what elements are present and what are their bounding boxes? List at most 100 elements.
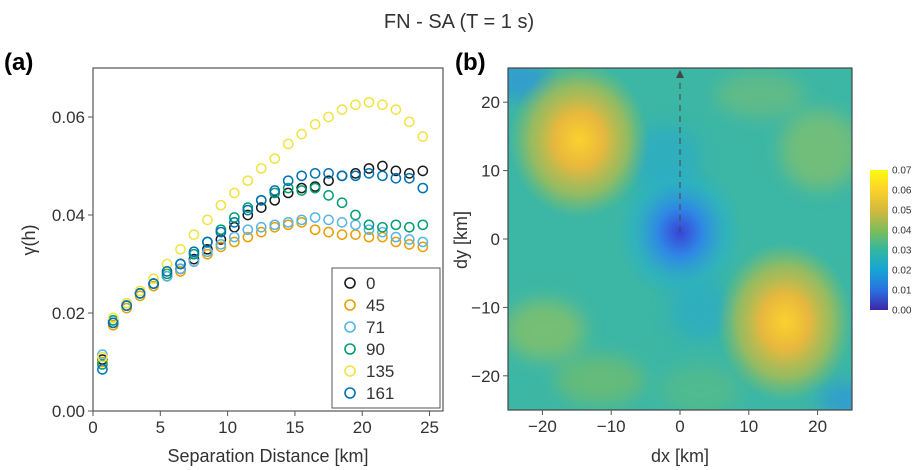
- data-point-135: [107, 312, 119, 324]
- data-point-45: [255, 226, 267, 238]
- x-axis-label-b: dx [km]: [651, 446, 709, 466]
- data-point-161: [323, 168, 334, 179]
- x-tick-label: −20: [528, 417, 557, 436]
- y-tick-label: 0.06: [52, 108, 85, 127]
- y-tick-label: −10: [471, 298, 500, 317]
- data-point-161: [107, 317, 119, 329]
- x-tick-label: 5: [156, 418, 165, 437]
- panel-a: (a) 0 5 10 15 20 25 0.00 0.02 0.04 0.06 Separatio…: [4, 49, 444, 466]
- x-tick-label: 10: [739, 417, 758, 436]
- legend-label: 161: [366, 384, 394, 403]
- data-point-71: [296, 214, 308, 226]
- data-point-161: [336, 170, 348, 182]
- x-tick-label: 25: [420, 418, 439, 437]
- high-lobe-lower-right: [717, 242, 852, 402]
- data-point-45: [363, 231, 375, 243]
- data-point-45: [323, 226, 334, 238]
- data-point-135: [336, 104, 348, 116]
- x-tick-label: 20: [808, 417, 827, 436]
- legend-marker: [344, 299, 356, 311]
- data-point-90: [309, 182, 321, 194]
- data-point-161: [134, 288, 146, 299]
- data-point-161: [97, 364, 108, 375]
- data-point-161: [255, 194, 267, 206]
- data-point-135: [228, 187, 240, 199]
- data-point-161: [350, 170, 361, 182]
- x-tick-label: 15: [285, 418, 304, 437]
- y-tick-label: 10: [481, 162, 500, 181]
- data-point-0: [417, 165, 429, 177]
- data-point-161: [309, 168, 321, 179]
- data-point-45: [403, 239, 415, 250]
- data-point-161: [175, 258, 186, 270]
- data-point-161: [148, 278, 159, 289]
- x-tick-label: 10: [218, 418, 237, 437]
- data-point-45: [336, 229, 348, 240]
- data-point-90: [390, 219, 402, 231]
- data-point-135: [390, 104, 402, 116]
- legend-a: [331, 267, 441, 409]
- legend-label: 0: [366, 274, 375, 293]
- data-point-161: [296, 170, 308, 182]
- data-point-161: [269, 185, 281, 196]
- data-point-0: [390, 165, 402, 177]
- legend-entries: 0 45 71 90 135 161: [344, 274, 394, 403]
- data-point-71: [255, 221, 267, 233]
- x-tick-label: −10: [597, 417, 626, 436]
- data-point-135: [350, 99, 361, 111]
- data-point-135: [175, 243, 186, 255]
- data-point-71: [309, 212, 321, 223]
- data-point-90: [323, 190, 334, 201]
- panel-b-label: (b): [455, 49, 486, 76]
- data-point-90: [403, 221, 415, 233]
- legend-marker: [344, 343, 356, 355]
- data-point-135: [269, 153, 281, 164]
- data-point-71: [269, 219, 281, 231]
- x-tick-label: 0: [675, 417, 684, 436]
- x-tick-label: 0: [88, 418, 97, 437]
- y-axis-label-a: γ(h): [19, 225, 39, 256]
- data-point-161: [390, 172, 402, 184]
- legend-marker: [344, 365, 356, 377]
- data-point-45: [417, 241, 429, 253]
- y-tick-label: 20: [481, 93, 500, 112]
- colorbar-tick-label: 0.04: [892, 226, 912, 237]
- data-point-71: [175, 263, 186, 275]
- data-point-0: [282, 187, 294, 199]
- data-point-135: [377, 99, 388, 111]
- data-point-90: [363, 219, 375, 231]
- data-point-161: [282, 175, 294, 187]
- heatmap-field: [508, 68, 852, 410]
- data-point-135: [403, 116, 415, 128]
- data-point-135: [161, 258, 173, 270]
- data-point-90: [350, 209, 361, 221]
- data-point-135: [363, 96, 375, 108]
- y-tick-label: 0.02: [52, 304, 85, 323]
- data-point-0: [403, 168, 415, 179]
- y-tick-label: 0: [491, 230, 500, 249]
- data-point-45: [390, 236, 402, 248]
- data-point-135: [148, 273, 159, 285]
- y-tick-label: 0.00: [52, 402, 85, 421]
- panel-b: (b): [451, 49, 912, 466]
- data-point-90: [417, 219, 429, 231]
- colorbar: [870, 170, 888, 310]
- direction-arrow: [676, 70, 684, 232]
- y-tick-label: 0.04: [52, 206, 85, 225]
- axis-ticks-a: 0 5 10 15 20 25 0.00 0.02 0.04 0.06: [52, 108, 439, 437]
- data-point-45: [309, 224, 321, 236]
- legend-label: 90: [366, 340, 385, 359]
- data-point-90: [282, 182, 294, 194]
- data-point-161: [121, 300, 133, 311]
- data-point-71: [417, 236, 429, 248]
- figure-title: FN - SA (T = 1 s): [384, 11, 534, 33]
- data-point-71: [403, 234, 415, 245]
- data-point-71: [390, 231, 402, 243]
- data-point-161: [202, 236, 213, 248]
- legend-marker: [344, 387, 356, 399]
- legend-label: 135: [366, 362, 394, 381]
- legend-marker: [344, 321, 356, 333]
- data-point-71: [215, 239, 227, 250]
- data-point-71: [242, 224, 254, 236]
- data-point-0: [363, 163, 375, 174]
